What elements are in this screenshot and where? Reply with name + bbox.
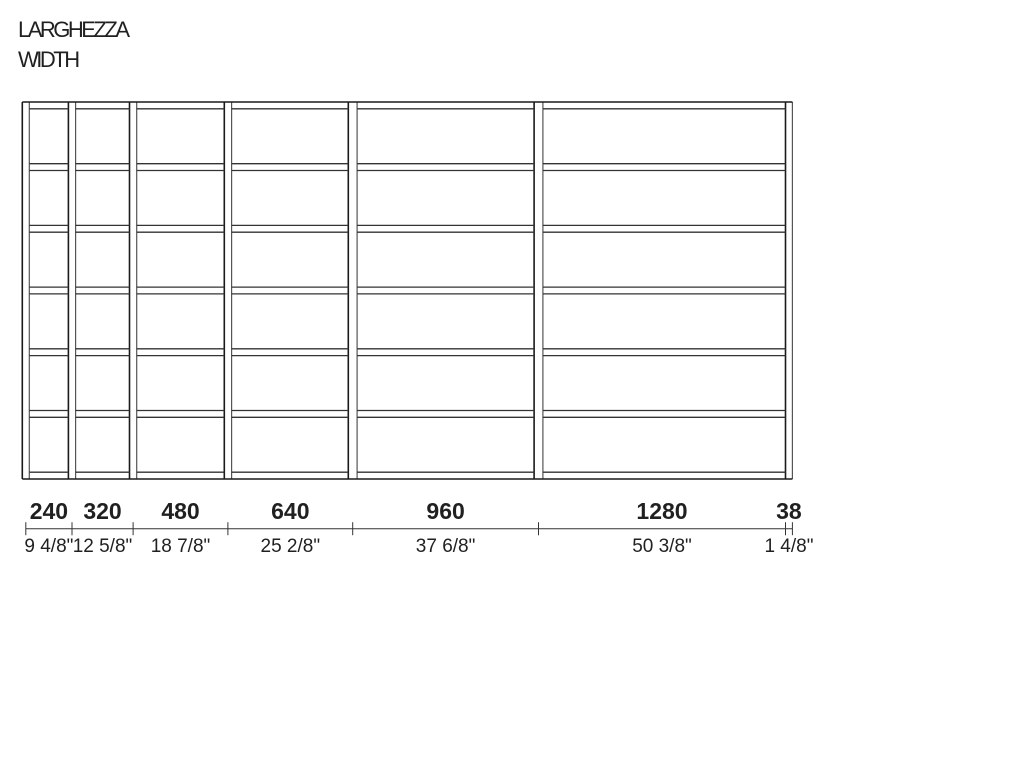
svg-text:12 5/8": 12 5/8": [73, 536, 133, 557]
svg-text:640: 640: [271, 498, 309, 524]
svg-text:38: 38: [776, 498, 802, 524]
svg-text:1280: 1280: [636, 498, 687, 524]
svg-text:240: 240: [30, 498, 68, 524]
svg-text:37 6/8": 37 6/8": [416, 536, 476, 557]
svg-text:960: 960: [426, 498, 464, 524]
svg-text:9 4/8": 9 4/8": [24, 536, 73, 557]
svg-text:320: 320: [83, 498, 121, 524]
svg-text:18 7/8": 18 7/8": [151, 536, 211, 557]
svg-text:1 4/8": 1 4/8": [764, 536, 813, 557]
svg-text:25 2/8": 25 2/8": [261, 536, 321, 557]
svg-text:480: 480: [161, 498, 199, 524]
svg-text:50 3/8": 50 3/8": [632, 536, 692, 557]
